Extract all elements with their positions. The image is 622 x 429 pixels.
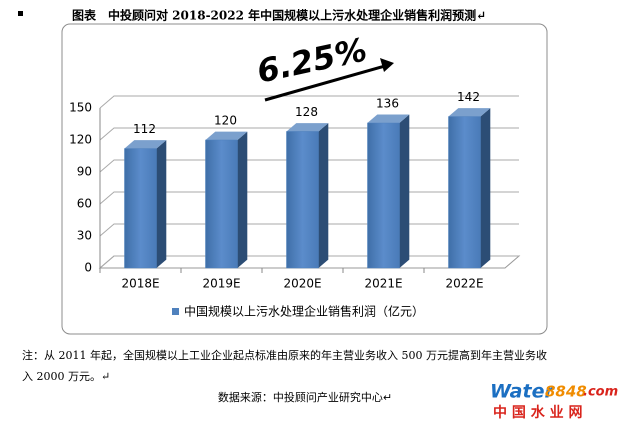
bar-side [237, 131, 248, 268]
logo-name: 中 国 水 业 网 [493, 404, 583, 421]
bar [367, 122, 400, 269]
logo-prefix: Water [490, 381, 555, 403]
grid-line [99, 95, 519, 109]
bar [448, 116, 481, 269]
y-tick-label: 120 [69, 133, 92, 147]
chart: 0 30 60 90 120 150 112 120 128 136 142 中国规模以上污水处理企业… [69, 90, 521, 319]
x-tick-label: 2018E [121, 277, 159, 291]
bar-side [480, 108, 491, 268]
bar [205, 139, 238, 269]
bullet [18, 11, 23, 16]
note-line: 注：从 2011 年起，全国规模以上工业企业起点标准由原来的年主营业务收入 50… [22, 348, 547, 362]
bar-top [367, 114, 410, 123]
y-tick-label: 60 [77, 197, 92, 211]
bar [124, 148, 157, 269]
x-tick-label: 2020E [283, 277, 321, 291]
bar [286, 131, 319, 269]
logo: Water 8848 .com 中 国 水 业 网 [490, 381, 618, 422]
source: 数据来源：中投顾问产业研究中心↵ [218, 390, 392, 404]
y-tick-label: 0 [84, 261, 92, 275]
x-tick-label: 2021E [364, 277, 402, 291]
value-label: 128 [295, 105, 318, 119]
y-tick-label: 90 [77, 165, 92, 179]
logo-suffix: .com [583, 385, 618, 400]
value-label: 112 [133, 122, 156, 136]
bar-top [448, 108, 491, 117]
bar-side [399, 114, 410, 269]
y-tick-label: 30 [77, 229, 92, 243]
value-label: 136 [376, 96, 399, 110]
bar-top [205, 131, 248, 140]
title: 图表 中投顾问对 2018-2022 年中国规模以上污水处理企业销售利润预测↵ [72, 8, 486, 23]
trend-arrow [264, 58, 394, 102]
legend-label: 中国规模以上污水处理企业销售利润（亿元） [184, 304, 424, 319]
bar-side [156, 140, 167, 268]
bar-side [318, 123, 329, 268]
x-tick-label: 2022E [445, 277, 483, 291]
value-label: 120 [214, 114, 237, 128]
legend-swatch [172, 308, 179, 315]
logo-number: 8848 [545, 383, 587, 401]
value-label: 142 [457, 90, 480, 104]
x-tick-label: 2019E [202, 277, 240, 291]
note-line: 入 2000 万元。↵ [22, 370, 110, 383]
bar-top [286, 123, 329, 132]
y-tick-label: 150 [69, 101, 92, 115]
bar-top [124, 140, 167, 149]
